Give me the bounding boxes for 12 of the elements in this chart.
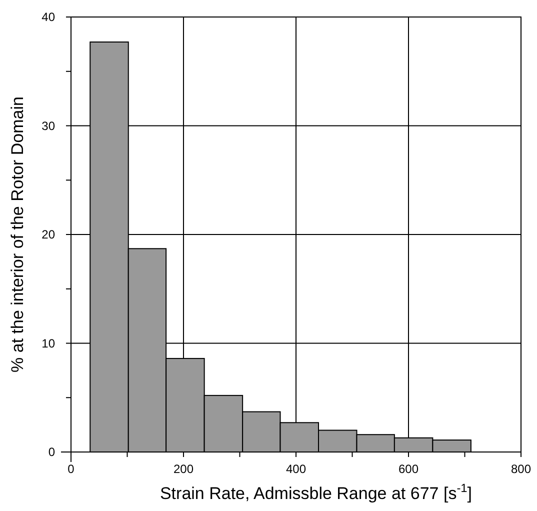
y-tick-label: 20: [42, 228, 56, 242]
x-tick-label: 800: [510, 462, 532, 476]
y-tick-label: 10: [42, 336, 56, 350]
x-tick-label: 200: [173, 462, 194, 476]
y-tick-label: 40: [42, 10, 56, 24]
x-axis-title: Strain Rate, Admissble Range at 677 [s$^{-1}$]: [160, 481, 472, 503]
x-tick-label: 0: [68, 462, 75, 476]
y-tick-label: 30: [42, 118, 56, 133]
y-tick-label: 0: [48, 445, 56, 459]
y-axis-title: % at the interior of the Rotor Domain: [8, 96, 27, 372]
x-tick-label: 600: [398, 462, 419, 476]
x-tick-label: 400: [286, 462, 306, 476]
